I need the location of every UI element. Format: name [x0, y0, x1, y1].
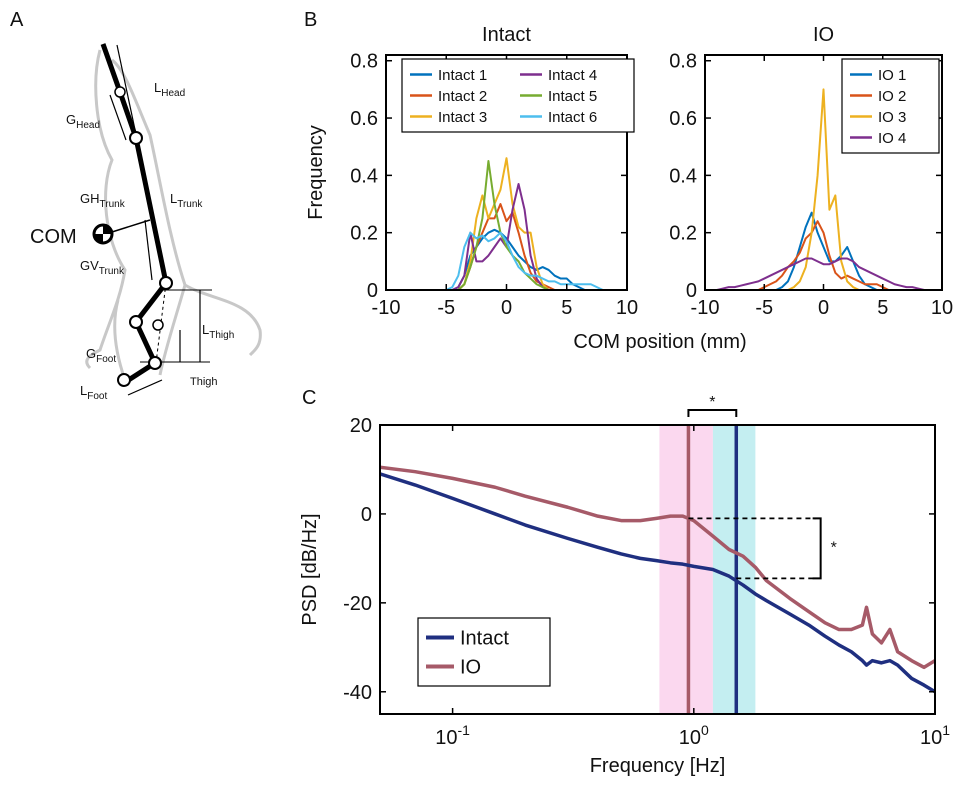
joint [117, 373, 131, 387]
y-tick-label: 0.8 [669, 51, 697, 73]
significance-mark: * [709, 394, 715, 411]
legend-label: IO 3 [878, 109, 906, 126]
significance-bracket [812, 517, 822, 580]
x-tick-label: -5 [755, 297, 773, 319]
series-line [716, 220, 931, 291]
series-line [716, 211, 931, 291]
joint [148, 356, 162, 370]
com-marker [94, 225, 112, 243]
diagram-label: COM [30, 226, 77, 248]
x-tick-label: 5 [877, 297, 888, 319]
legend-label: Intact 4 [548, 67, 597, 84]
y-tick-label: 0.2 [350, 223, 378, 245]
legend-label: Intact 1 [438, 67, 487, 84]
rat-outline [85, 49, 262, 381]
x-tick-label: 10 [616, 297, 638, 319]
legend-label: IO [460, 657, 481, 679]
y-tick-label: 0 [686, 280, 697, 302]
tick-base: 10 [435, 727, 457, 749]
significance-bracket [687, 409, 738, 417]
diagram-label: GHTrunk [80, 191, 126, 210]
diagram-label: GHead [66, 112, 100, 131]
com-marker [114, 86, 126, 98]
x-tick-label: 100 [679, 722, 709, 749]
length-arrow [127, 379, 163, 396]
offset-arrow [144, 219, 153, 281]
legend-label: Intact [460, 628, 509, 650]
legend-label: IO 2 [878, 88, 906, 105]
significance-mark: * [831, 539, 837, 556]
tick-base: 10 [679, 727, 701, 749]
x-tick-label: 0 [818, 297, 829, 319]
band [712, 425, 756, 714]
y-tick-label: 0.2 [669, 223, 697, 245]
diagram-label: GFoot [86, 346, 116, 365]
offset-arrow [111, 219, 151, 233]
series-line [379, 465, 936, 670]
legend-label: Intact 6 [548, 109, 597, 126]
x-tick-label: 0 [501, 297, 512, 319]
x-axis-label: COM position (mm) [573, 331, 746, 353]
y-tick-label: 0.6 [669, 108, 697, 130]
legend-label: Intact 3 [438, 109, 487, 126]
y-tick-label: 0.6 [350, 108, 378, 130]
series-line [716, 257, 931, 291]
length-arrow [109, 94, 127, 141]
x-tick-label: 101 [920, 722, 950, 749]
panel-label: C [302, 387, 316, 409]
skeleton-diagram: LHead GHead LTrunk GHTrunk COM GVTrunk L… [30, 43, 262, 402]
joint [159, 276, 173, 290]
y-tick-label: 0.4 [669, 165, 697, 187]
x-tick-label: -10 [691, 297, 720, 319]
y-tick-label: 0 [361, 504, 372, 526]
diagram-label: LHead [154, 80, 185, 99]
dashed-line [155, 282, 167, 364]
chart-title: Intact [482, 24, 531, 46]
diagram-label: Thigh [190, 376, 218, 388]
length-arrow [116, 44, 169, 286]
diagram-label: LFoot [80, 383, 107, 402]
legend-label: Intact 2 [438, 88, 487, 105]
diagram-label: LThigh [202, 322, 234, 341]
legend-label: Intact 5 [548, 88, 597, 105]
chart-title: IO [813, 24, 834, 46]
y-tick-label: 20 [350, 415, 372, 437]
y-tick-label: -20 [343, 593, 372, 615]
panel-label: B [304, 9, 317, 31]
x-tick-label: -10 [372, 297, 401, 319]
tick-base: 10 [920, 727, 942, 749]
legend-box [401, 58, 635, 133]
diagram-label: GVTrunk [80, 258, 125, 277]
x-tick-label: 10-1 [435, 722, 470, 749]
series-line [446, 160, 603, 291]
legend-box [417, 617, 551, 687]
x-tick-label: 5 [561, 297, 572, 319]
diagram-label: LTrunk [170, 191, 203, 210]
x-axis-label: Frequency [Hz] [590, 755, 726, 777]
joint [129, 315, 143, 329]
tick-exponent: -1 [458, 722, 471, 738]
x-tick-label: -5 [437, 297, 455, 319]
series-line [379, 472, 936, 694]
plot-frame [379, 424, 936, 715]
y-axis-label: Frequency [305, 125, 327, 220]
y-tick-label: 0.8 [350, 51, 378, 73]
y-axis-label: PSD [dB/Hz] [299, 513, 321, 625]
legend-label: IO 4 [878, 130, 906, 147]
x-tick-label: 10 [931, 297, 953, 319]
com-marker [152, 319, 164, 331]
y-tick-label: -40 [343, 682, 372, 704]
tick-exponent: 1 [942, 722, 950, 738]
y-tick-label: 0 [367, 280, 378, 302]
y-tick-label: 0.4 [350, 165, 378, 187]
tick-exponent: 0 [701, 722, 709, 738]
series-line [445, 231, 604, 291]
panel-label: A [10, 9, 24, 31]
joint [129, 131, 143, 145]
legend-label: IO 1 [878, 67, 906, 84]
